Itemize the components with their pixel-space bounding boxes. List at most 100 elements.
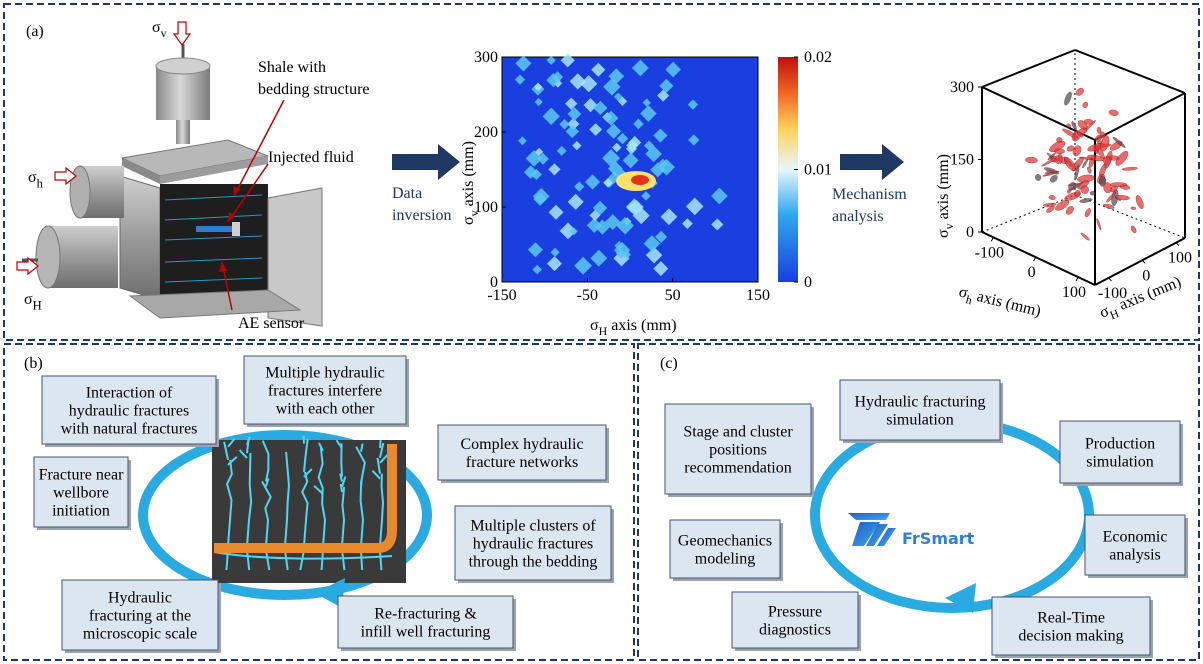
z-tick-label: 0 bbox=[966, 224, 974, 241]
axis-label-text: axis (mm) bbox=[975, 288, 1043, 320]
event-glyph bbox=[1063, 91, 1073, 106]
label: AE sensor bbox=[238, 315, 305, 332]
label: analysis bbox=[832, 208, 884, 225]
z-tick-label: 150 bbox=[950, 152, 974, 169]
figure: FrSmart (a)σvσhσHShale withbedding struc… bbox=[0, 0, 1203, 664]
panel-label: (a) bbox=[26, 23, 44, 40]
colorbar-tick-label: 0.01 bbox=[804, 162, 832, 179]
event-glyph bbox=[1025, 157, 1038, 163]
label: Data bbox=[392, 185, 422, 202]
cube-edge bbox=[982, 195, 1075, 232]
axis-label-text: axis (mm) bbox=[611, 317, 676, 334]
label: Injected fluid bbox=[268, 149, 354, 166]
cube-edge bbox=[1075, 195, 1185, 238]
flow-arrow bbox=[392, 144, 460, 180]
event-glyph bbox=[1084, 208, 1092, 218]
box-text: decision making bbox=[1018, 627, 1123, 644]
box-text: analysis bbox=[1109, 546, 1161, 563]
x-tick-label: -50 bbox=[577, 287, 598, 304]
panel-label: (b) bbox=[24, 355, 43, 372]
sigma-label: σH bbox=[24, 291, 42, 312]
y-tick-label: 300 bbox=[474, 49, 498, 66]
box-text: Stage and cluster bbox=[683, 423, 793, 440]
event-glyph bbox=[1079, 198, 1092, 204]
label: bedding structure bbox=[258, 81, 370, 98]
box-text: infill well fracturing bbox=[361, 623, 491, 640]
event-glyph bbox=[1134, 194, 1145, 210]
fracture-image bbox=[212, 440, 406, 583]
box-text: Real-Time bbox=[1037, 609, 1105, 626]
event-glyph bbox=[1090, 191, 1095, 195]
box-text: Hydraulic bbox=[108, 589, 172, 606]
x-tick-label: 0 bbox=[1028, 264, 1036, 281]
y-tick-label: 100 bbox=[1168, 250, 1192, 267]
event-glyph bbox=[1099, 176, 1105, 186]
event-glyph bbox=[1049, 174, 1059, 184]
sigma-subscript: H bbox=[33, 298, 42, 312]
box-text: initiation bbox=[52, 502, 110, 519]
label: inversion bbox=[392, 207, 452, 224]
box-text: hydraulic fractures bbox=[473, 535, 593, 552]
event-glyph bbox=[1097, 127, 1101, 134]
event-glyph bbox=[1108, 109, 1118, 116]
box-text: fractures interfere bbox=[268, 382, 382, 399]
x-tick-label: 100 bbox=[1062, 284, 1086, 301]
sigma-label: σHaxis (mm) bbox=[590, 317, 677, 338]
box-text: wellbore bbox=[53, 484, 109, 501]
box-text: positions bbox=[709, 441, 767, 458]
box-text: Re-fracturing & bbox=[374, 605, 477, 622]
event-glyph bbox=[1077, 174, 1095, 183]
fracture bbox=[380, 550, 381, 570]
colorbar-tick-label: 0.02 bbox=[804, 49, 832, 66]
event-glyph bbox=[1075, 87, 1085, 97]
sigma-subscript: h bbox=[37, 176, 44, 190]
logo-text: FrSmart bbox=[902, 529, 975, 548]
box-text: through the bedding bbox=[469, 553, 598, 570]
sigma-subscript: v bbox=[942, 223, 956, 229]
panel-label: (c) bbox=[660, 355, 678, 372]
sigma-subscript: H bbox=[1108, 306, 1122, 322]
event-glyph bbox=[1035, 174, 1042, 182]
sigma-subscript: v bbox=[161, 26, 167, 40]
box-text: fracturing at the bbox=[89, 607, 191, 624]
tick-mark bbox=[1176, 243, 1179, 246]
box-text: simulation bbox=[1086, 453, 1154, 470]
label: Mechanism bbox=[832, 186, 907, 203]
sigma-label: σv bbox=[152, 19, 167, 40]
box-text: with each other bbox=[276, 400, 375, 417]
cube-plot bbox=[982, 50, 1185, 285]
cube-edge bbox=[1095, 93, 1185, 140]
event-glyph bbox=[1080, 232, 1090, 241]
x-tick-label: 150 bbox=[746, 287, 770, 304]
box-text: modeling bbox=[695, 550, 755, 567]
logo-mark bbox=[848, 513, 896, 546]
box-text: hydraulic fractures bbox=[69, 402, 189, 419]
y-tick-label: 200 bbox=[474, 124, 498, 141]
event-glyph bbox=[1096, 218, 1102, 230]
box-text: Multiple clusters of bbox=[470, 517, 596, 534]
flow-arrow bbox=[840, 144, 904, 180]
box-text: Interaction of bbox=[86, 384, 173, 401]
event-glyph bbox=[1049, 195, 1056, 201]
cube-edge bbox=[1075, 50, 1185, 93]
sigma-label: σvaxis (mm) bbox=[460, 141, 481, 225]
box-text: with natural fractures bbox=[61, 420, 198, 437]
box-text: Complex hydraulic bbox=[460, 436, 583, 453]
event-glyph bbox=[1130, 225, 1137, 234]
y-tick-label: 0 bbox=[1142, 267, 1150, 284]
z-tick-label: 300 bbox=[950, 79, 974, 96]
tick-mark bbox=[1142, 260, 1145, 263]
event-glyph bbox=[1110, 183, 1127, 187]
box-text: Fracture near bbox=[39, 466, 125, 483]
y-tick-label: 0 bbox=[490, 274, 498, 291]
box-text: Economic bbox=[1103, 528, 1168, 545]
axis-label-text: axis (mm) bbox=[1117, 274, 1184, 314]
axis-label-text: axis (mm) bbox=[460, 141, 477, 206]
box-text: diagnostics bbox=[759, 621, 831, 638]
box-text: Hydraulic fracturing bbox=[854, 393, 985, 410]
event-glyph bbox=[1082, 101, 1089, 108]
sigma-label: σh bbox=[28, 169, 44, 190]
event-glyph bbox=[1122, 167, 1138, 171]
cube-edge bbox=[982, 50, 1075, 87]
box-text: simulation bbox=[886, 411, 954, 428]
